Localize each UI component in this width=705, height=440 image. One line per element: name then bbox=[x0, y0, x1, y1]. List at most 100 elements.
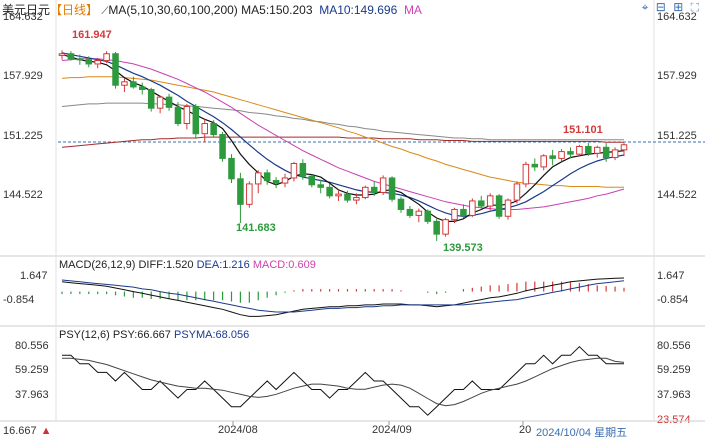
left-tick-157: 157.929 bbox=[3, 70, 43, 82]
x-label-aug: 2024/08 bbox=[218, 424, 258, 436]
right-tick-144: 144.522 bbox=[657, 189, 697, 201]
candle-body bbox=[112, 53, 119, 86]
candle-body bbox=[549, 155, 556, 159]
candle-body bbox=[174, 106, 182, 125]
candle-body bbox=[263, 172, 271, 182]
candle-body bbox=[602, 146, 610, 159]
candle-body bbox=[246, 183, 253, 205]
candle-body bbox=[424, 210, 432, 222]
macd-spec[interactable]: MACD(26,12,9) bbox=[59, 259, 136, 271]
callout-high-right: 151.101 bbox=[563, 124, 603, 136]
psy-right-tick-37: 37.963 bbox=[657, 389, 691, 401]
candle-body bbox=[299, 163, 307, 177]
candle-body bbox=[156, 96, 164, 109]
candle-body bbox=[370, 186, 378, 193]
candle-body bbox=[147, 88, 155, 109]
psyma-line bbox=[62, 357, 625, 407]
candle-body bbox=[513, 183, 521, 201]
chart-header: 美元日元【日线】 ⟋MA(5,10,30,60,100,200) MA5:150… bbox=[2, 1, 422, 18]
ma-line-ma30 bbox=[61, 58, 625, 210]
callout-low-mid: 141.683 bbox=[236, 222, 276, 234]
candle-body bbox=[326, 186, 333, 197]
candle-body bbox=[76, 58, 84, 61]
candle-body bbox=[228, 157, 235, 180]
candle-body bbox=[183, 105, 191, 125]
ma5-value: MA5:150.203 bbox=[241, 3, 313, 17]
ma-line-ma60 bbox=[61, 76, 624, 188]
candle-body bbox=[442, 219, 449, 235]
candle-body bbox=[531, 163, 539, 168]
psy-left-tick-80: 80.556 bbox=[15, 340, 49, 352]
x-label-sep: 2024/09 bbox=[372, 424, 412, 436]
period-tag[interactable]: 【日线】 bbox=[50, 3, 99, 17]
candle-body bbox=[558, 151, 565, 159]
ma10-value: MA10:149.696 bbox=[319, 3, 398, 17]
candle-body bbox=[415, 210, 423, 216]
callout-high-left: 161.947 bbox=[72, 29, 112, 41]
candle-body bbox=[620, 144, 628, 151]
candle-body bbox=[388, 177, 396, 200]
candle-body bbox=[406, 208, 414, 216]
candle-body bbox=[210, 123, 217, 136]
macd-dea-value: DEA:1.216 bbox=[196, 259, 250, 271]
psy-line bbox=[62, 346, 624, 416]
candle-body bbox=[585, 145, 592, 154]
zoom-out-icon[interactable]: ⊟ bbox=[655, 0, 668, 14]
candle-body bbox=[165, 96, 173, 108]
callout-low-right: 139.573 bbox=[443, 242, 483, 254]
candle-body bbox=[254, 172, 262, 185]
candle-body bbox=[130, 81, 137, 88]
candle-body bbox=[139, 86, 146, 90]
candle-body bbox=[576, 145, 583, 155]
candle-body bbox=[451, 208, 458, 221]
candle-body bbox=[504, 199, 512, 217]
zoom-in-icon[interactable]: ⊞ bbox=[673, 0, 686, 14]
candle-body bbox=[611, 149, 619, 159]
candle-body bbox=[486, 195, 494, 207]
fullscreen-icon[interactable]: ⛶ bbox=[690, 0, 701, 14]
psy-left-tick-16-text: 16.667 bbox=[3, 425, 37, 437]
macd-left-tick-top: 1.647 bbox=[20, 270, 48, 282]
ma-line-ma100 bbox=[61, 102, 624, 141]
psy-right-tick-59: 59.259 bbox=[657, 364, 691, 376]
candle-body bbox=[237, 178, 244, 205]
macd-header: MACD(26,12,9) DIFF:1.520 DEA:1.216 MACD:… bbox=[59, 259, 316, 271]
candle-body bbox=[335, 193, 342, 197]
candle-body bbox=[67, 53, 75, 60]
candle-body bbox=[433, 220, 440, 235]
ma-line-ma5 bbox=[61, 54, 625, 222]
candle-body bbox=[522, 163, 530, 185]
candle-body bbox=[460, 208, 467, 216]
candle-body bbox=[121, 81, 128, 86]
macd-right-tick-bottom: -0.854 bbox=[657, 294, 689, 306]
candle-body bbox=[290, 163, 298, 179]
ma-more: MA bbox=[403, 3, 422, 17]
candle-body bbox=[308, 175, 316, 186]
macd-right-tick-top: 1.647 bbox=[657, 270, 685, 282]
candle-body bbox=[540, 155, 547, 168]
candle-body bbox=[353, 197, 360, 201]
candle-body bbox=[397, 198, 405, 210]
left-tick-144: 144.522 bbox=[3, 189, 43, 201]
chart-toolbar: ⌖ ⊟ ⊞ ⛶ bbox=[642, 0, 701, 15]
candle-body bbox=[281, 177, 289, 184]
candle-body bbox=[219, 134, 226, 159]
macd-diff-value: DIFF:1.520 bbox=[138, 259, 194, 271]
macd-dea-line bbox=[61, 279, 625, 313]
symbol-label: 美元日元 bbox=[2, 3, 51, 17]
candle-body bbox=[495, 195, 503, 217]
candle-body bbox=[192, 105, 200, 135]
right-tick-151: 151.225 bbox=[657, 130, 697, 142]
ma-spec[interactable]: MA(5,10,30,60,100,200) bbox=[108, 3, 238, 17]
candle-body bbox=[469, 200, 476, 216]
alert-triangle-icon[interactable]: ▲ bbox=[40, 425, 52, 437]
psy-left-tick-16: 16.667 ▲ bbox=[3, 425, 52, 437]
crosshair-icon[interactable]: ⌖ bbox=[641, 0, 651, 14]
left-tick-164: 164.632 bbox=[3, 11, 43, 23]
candle-body bbox=[478, 200, 485, 207]
candle-body bbox=[593, 146, 601, 154]
psy-spec[interactable]: PSY(12,6) bbox=[59, 329, 110, 341]
candle-body bbox=[379, 177, 387, 193]
candle-body bbox=[103, 53, 110, 62]
